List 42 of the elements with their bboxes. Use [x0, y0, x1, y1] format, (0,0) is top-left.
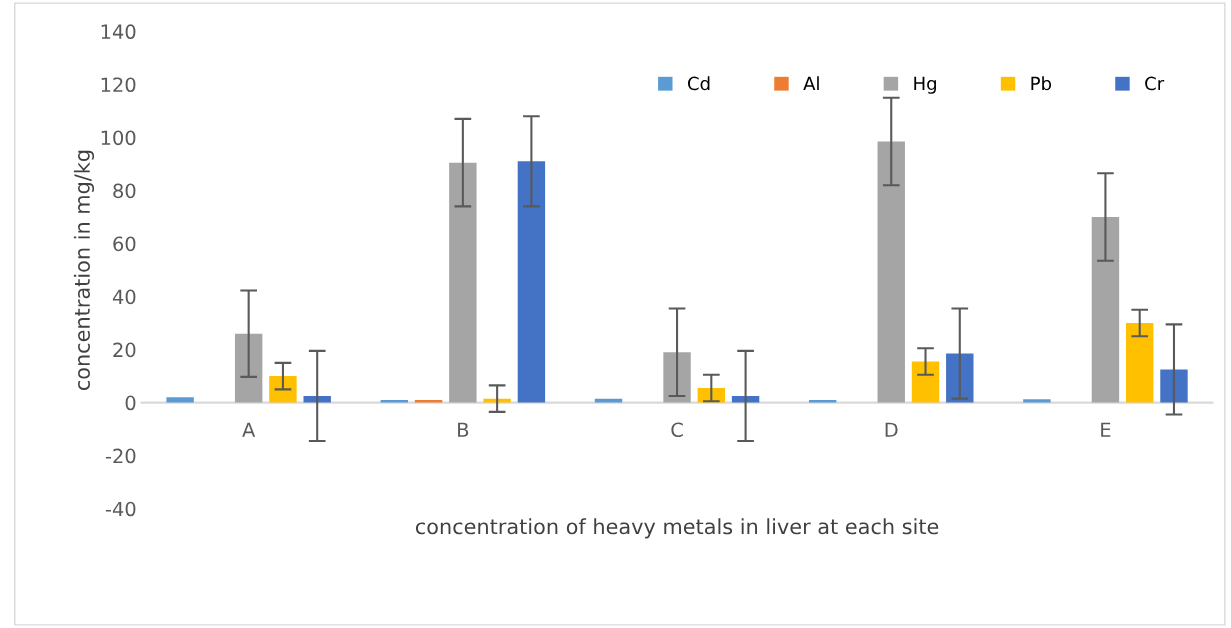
bar	[877, 141, 905, 403]
legend-label: Cd	[687, 76, 710, 91]
bar	[594, 398, 623, 403]
bar	[380, 399, 409, 403]
bar	[449, 162, 477, 403]
x-tick-label: C	[671, 422, 683, 438]
bar	[1160, 369, 1188, 403]
legend-label: Hg	[914, 76, 936, 94]
bar	[1126, 323, 1154, 403]
legend-label: Al	[803, 76, 819, 91]
legend-label: Cr	[1145, 76, 1165, 91]
bar	[911, 361, 940, 403]
x-tick-label: A	[242, 422, 256, 437]
bar	[946, 353, 974, 403]
bar	[808, 399, 837, 403]
x-tick-label: D	[885, 422, 898, 437]
y-tick-label: -40	[105, 501, 136, 517]
y-tick-label: 80	[113, 183, 136, 199]
y-tick-label: 120	[101, 77, 136, 93]
y-tick-label: 40	[112, 289, 136, 305]
y-axis-title: concentration in mg/kg	[73, 150, 95, 391]
bar	[663, 352, 691, 403]
x-tick-label: E	[1101, 422, 1111, 437]
bar	[269, 376, 297, 403]
bar	[414, 399, 443, 403]
y-tick-label: 100	[101, 130, 136, 146]
bar	[483, 398, 511, 403]
x-axis-title: concentration of heavy metals in liver at each site	[415, 518, 939, 539]
legend-label: Pb	[1031, 76, 1052, 91]
y-tick-label: 140	[101, 24, 136, 40]
x-tick-label: B	[458, 422, 469, 437]
y-tick-label: 60	[113, 236, 136, 252]
bar	[517, 161, 546, 403]
bar	[234, 333, 263, 403]
bar	[166, 397, 194, 403]
y-tick-label: 0	[125, 395, 136, 411]
y-tick-label: 20	[113, 342, 136, 358]
bar	[1091, 217, 1120, 403]
bar	[731, 395, 760, 403]
bar	[1023, 399, 1051, 403]
y-tick-label: -20	[105, 448, 136, 464]
bar	[303, 395, 331, 403]
